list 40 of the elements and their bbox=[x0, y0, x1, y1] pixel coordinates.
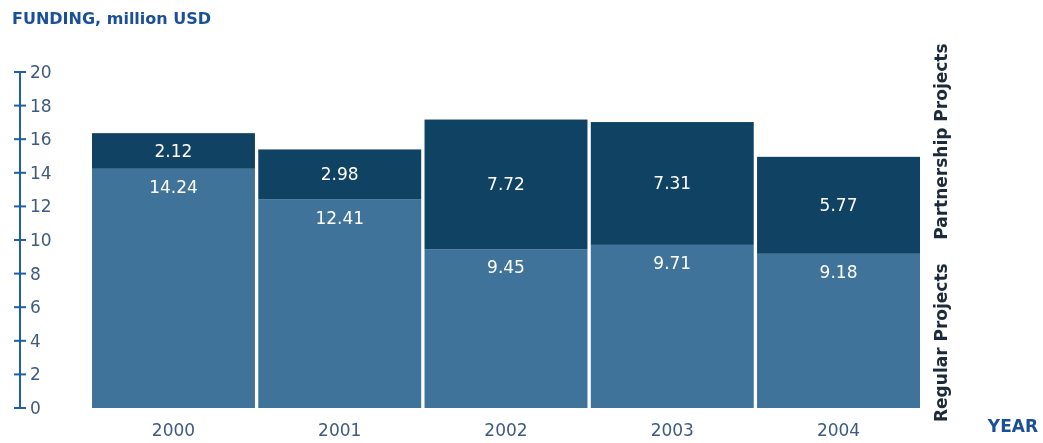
y-tick-label: 10 bbox=[30, 230, 52, 250]
bar bbox=[424, 249, 588, 408]
y-tick-label: 8 bbox=[30, 263, 41, 284]
y-tick-label: 18 bbox=[30, 95, 52, 116]
bar bbox=[590, 244, 754, 408]
bar bbox=[92, 133, 255, 169]
bar bbox=[757, 253, 920, 408]
x-tick-label: 2002 bbox=[484, 420, 528, 440]
bar bbox=[258, 149, 422, 200]
x-tick-label: 2003 bbox=[650, 420, 694, 440]
bar bbox=[258, 199, 422, 408]
x-tick-label: 2000 bbox=[151, 420, 196, 440]
data-label: 9.45 bbox=[487, 257, 525, 278]
bar bbox=[590, 122, 754, 245]
bar bbox=[92, 168, 255, 408]
y-tick-label: 6 bbox=[30, 297, 41, 318]
y-tick-label: 14 bbox=[30, 162, 52, 183]
data-label: 5.77 bbox=[819, 195, 858, 216]
bar bbox=[424, 119, 588, 250]
text: Partnership Projects bbox=[931, 43, 951, 240]
y-tick-label: 16 bbox=[30, 129, 52, 150]
data-label: 2.12 bbox=[154, 140, 193, 161]
y-tick-label: 2 bbox=[30, 364, 41, 385]
y-tick-label: 4 bbox=[30, 330, 41, 351]
y-tick-label: 20 bbox=[30, 62, 52, 82]
data-label: 12.41 bbox=[315, 207, 365, 228]
data-label: 2.98 bbox=[320, 164, 359, 185]
data-label: 7.31 bbox=[653, 173, 692, 194]
y-axis-title: FUNDING, million USD bbox=[12, 9, 212, 28]
bar bbox=[757, 156, 920, 254]
x-tick-label: 2004 bbox=[816, 420, 861, 440]
text: Regular Projects bbox=[931, 263, 951, 422]
data-label: 7.72 bbox=[487, 174, 525, 195]
y-tick-label: 12 bbox=[30, 196, 52, 217]
x-tick-label: 2001 bbox=[318, 420, 362, 440]
data-label: 14.24 bbox=[149, 176, 198, 197]
data-label: 9.71 bbox=[653, 252, 692, 273]
x-axis-title: YEAR bbox=[986, 416, 1038, 436]
data-label: 9.18 bbox=[819, 261, 858, 282]
y-tick-label: 0 bbox=[30, 398, 41, 418]
